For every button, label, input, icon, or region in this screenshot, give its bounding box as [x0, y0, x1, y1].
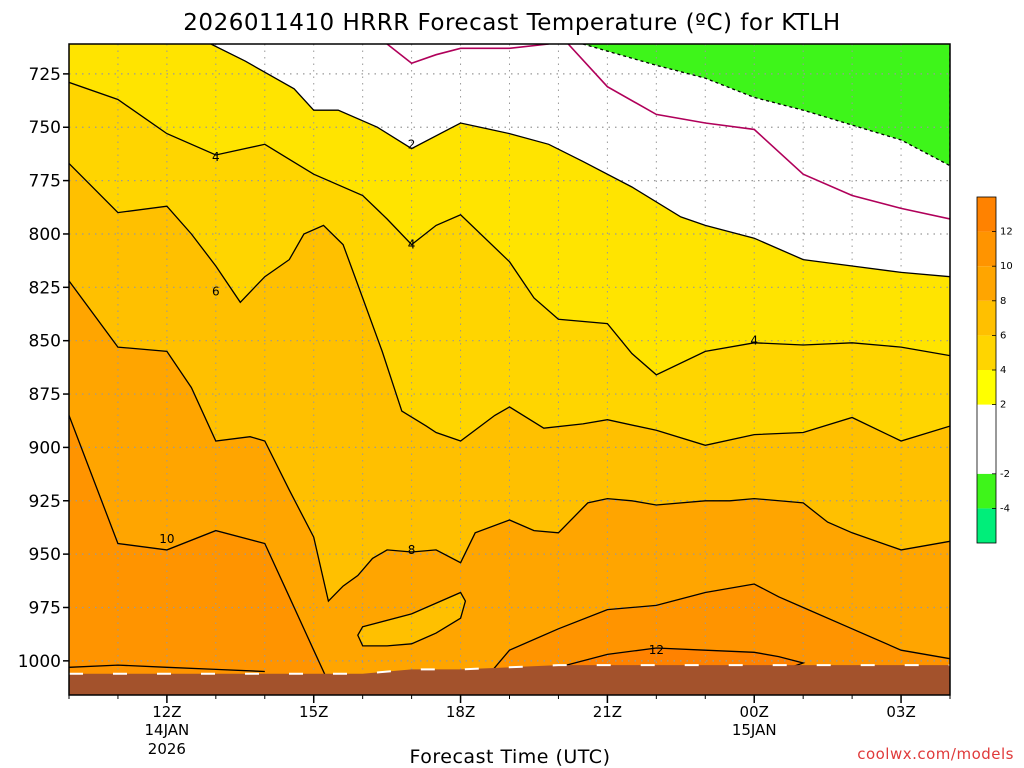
isotherm-minus2 [582, 44, 950, 167]
y-tick-label: 775 [29, 172, 61, 192]
colorbar-swatch [977, 439, 996, 474]
colorbar-swatch [977, 231, 996, 267]
fill-minus4-to-minus2 [582, 44, 950, 166]
isotherm-lines [69, 44, 950, 694]
contour-label: 4 [408, 238, 416, 252]
chart-title: 2026011410 HRRR Forecast Temperature (ºC… [183, 10, 840, 36]
contour-label: 4 [212, 150, 220, 164]
ground-layer [69, 664, 950, 695]
x-tick-label: 12Z [152, 703, 181, 721]
grid-lines [69, 44, 950, 695]
colorbar-swatch [977, 266, 996, 301]
x-axis-label: Forecast Time (UTC) [410, 746, 611, 768]
y-tick-label: 1000 [18, 652, 61, 672]
y-tick-label: 825 [29, 278, 61, 298]
contour-label: 12 [649, 643, 664, 657]
x-tick-date: 15JAN [732, 721, 777, 739]
x-tick-label: 15Z [299, 703, 328, 721]
y-tick-label: 925 [29, 492, 61, 512]
surface-line [69, 664, 950, 675]
contour-label: 2 [408, 137, 416, 151]
colorbar-tick-label: 6 [1000, 330, 1006, 341]
isotherm-8 [357, 591, 467, 647]
x-tick-year: 2026 [148, 740, 186, 758]
contour-label: 10 [159, 532, 174, 546]
y-tick-label: 975 [29, 598, 61, 618]
contour-label: 4 [750, 334, 758, 348]
colorbar-legend: -4 -2 2 4 6 8 10 12 [976, 196, 1013, 544]
x-tick-label: 03Z [886, 703, 915, 721]
x-tick-date: 14JAN [145, 721, 190, 739]
colorbar-swatch [977, 473, 996, 509]
colorbar-tick-label: 4 [1000, 365, 1006, 376]
fill-10-to-12-west [69, 415, 334, 695]
isotherm-10 [69, 415, 334, 694]
colorbar-swatch [977, 370, 996, 405]
isotherm-4 [69, 81, 950, 376]
colorbar-tick-label: 12 [1000, 227, 1013, 238]
y-tick-label: 725 [29, 65, 61, 85]
y-tick-label: 875 [29, 385, 61, 405]
isotherm-0 [567, 44, 950, 220]
colorbar-swatch [977, 404, 996, 440]
x-tick-label: 18Z [446, 703, 475, 721]
ground-below-surface [69, 665, 950, 695]
y-tick-label: 900 [29, 438, 61, 458]
colorbar-swatch [977, 300, 996, 336]
x-tick-label: 00Z [740, 703, 769, 721]
isotherm-0 [386, 44, 549, 65]
isotherm-8 [69, 280, 950, 603]
x-tick-label: 21Z [593, 703, 622, 721]
colorbar-tick-label: 10 [1000, 261, 1013, 272]
isotherm-10 [474, 583, 950, 692]
contour-label: 6 [212, 285, 220, 299]
y-tick-label: 850 [29, 332, 61, 352]
y-axis: 725 750 775 800 825 850 875 900 925 950 975 1000 [18, 65, 69, 672]
colorbar-swatch [977, 508, 996, 543]
contour-label-layer: 2 4 4 4 6 8 10 12 [159, 137, 758, 657]
fill-cool-pocket-6-to-8 [357, 592, 466, 646]
y-tick-label: 800 [29, 225, 61, 245]
colorbar-tick-label: -2 [1000, 469, 1010, 480]
colorbar-swatch [977, 197, 996, 232]
colorbar-tick-label: -4 [1000, 503, 1010, 514]
isotherm-6 [69, 163, 950, 446]
colorbar-tick-label: 2 [1000, 400, 1006, 411]
colorbar-tick-label: 8 [1000, 296, 1006, 307]
y-tick-label: 950 [29, 545, 61, 565]
isotherm-12 [69, 664, 265, 673]
isotherm-2 [210, 44, 950, 278]
fill-0-to-2 [210, 44, 950, 277]
y-tick-label: 750 [29, 118, 61, 138]
colorbar-swatch [977, 335, 996, 370]
source-credit: coolwx.com/models [857, 745, 1014, 763]
contour-label: 8 [408, 543, 416, 557]
